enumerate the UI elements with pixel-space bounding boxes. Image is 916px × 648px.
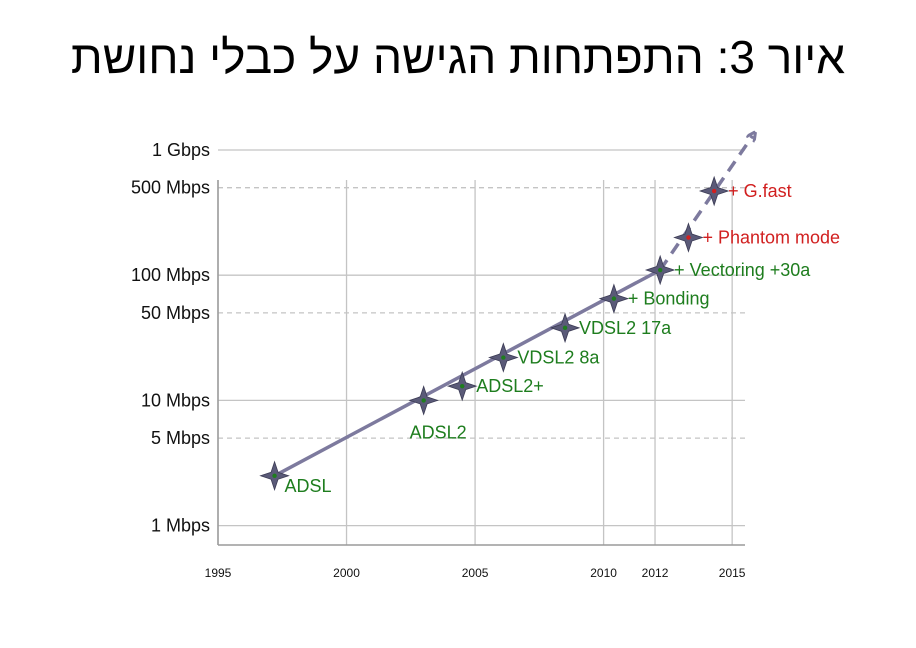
- marker-center-dot: [272, 473, 277, 478]
- point-label: VDSL2 8a: [517, 348, 600, 368]
- page-title: איור 3: התפתחות הגישה על כבלי נחושת: [70, 31, 846, 83]
- marker-center-dot: [562, 325, 568, 331]
- point-label: ADSL2+: [476, 376, 544, 396]
- point-label: + Vectoring +30a: [674, 260, 811, 280]
- x-tick-label: 2015: [719, 566, 746, 580]
- point-label: + Bonding: [628, 289, 710, 309]
- point-label: + G.fast: [728, 181, 792, 201]
- x-tick-label: 1995: [205, 566, 232, 580]
- point-label: ADSL2: [410, 422, 467, 442]
- data-points: [259, 175, 730, 492]
- y-tick-label: 100 Mbps: [131, 265, 210, 285]
- x-tick-label: 2012: [642, 566, 669, 580]
- point-labels: ADSL ADSL2 ADSL2+ VDSL2 8a VDSL2 17a + Bondin…: [285, 181, 840, 496]
- y-tick-label: 50 Mbps: [141, 303, 210, 323]
- marker-center-dot: [421, 398, 426, 403]
- x-tick-label: 2010: [590, 566, 617, 580]
- marker-center-dot: [711, 188, 717, 194]
- x-tick-label: 2005: [462, 566, 489, 580]
- point-label: + Phantom mode: [702, 228, 840, 248]
- axes: 1 Gbps 500 Mbps 100 Mbps 50 Mbps 10 Mbps 5 Mb…: [131, 140, 746, 580]
- marker-center-dot: [460, 383, 465, 389]
- y-tick-label: 5 Mbps: [151, 428, 210, 448]
- marker-center-dot: [686, 235, 691, 240]
- y-tick-label: 1 Gbps: [152, 140, 210, 160]
- marker-center-dot: [657, 267, 663, 273]
- y-tick-label: 10 Mbps: [141, 390, 210, 410]
- point-label: VDSL2 17a: [579, 318, 672, 338]
- marker-center-dot: [611, 296, 617, 301]
- x-tick-label: 2000: [333, 566, 360, 580]
- point-label: ADSL: [285, 476, 332, 496]
- trend-line-solid: [272, 268, 662, 478]
- trend-lines: [272, 136, 753, 478]
- marker-center-dot: [501, 355, 506, 360]
- y-tick-label: 500 Mbps: [131, 178, 210, 198]
- y-tick-label: 1 Mbps: [151, 516, 210, 536]
- trend-line-dashed-arrow: [658, 136, 753, 272]
